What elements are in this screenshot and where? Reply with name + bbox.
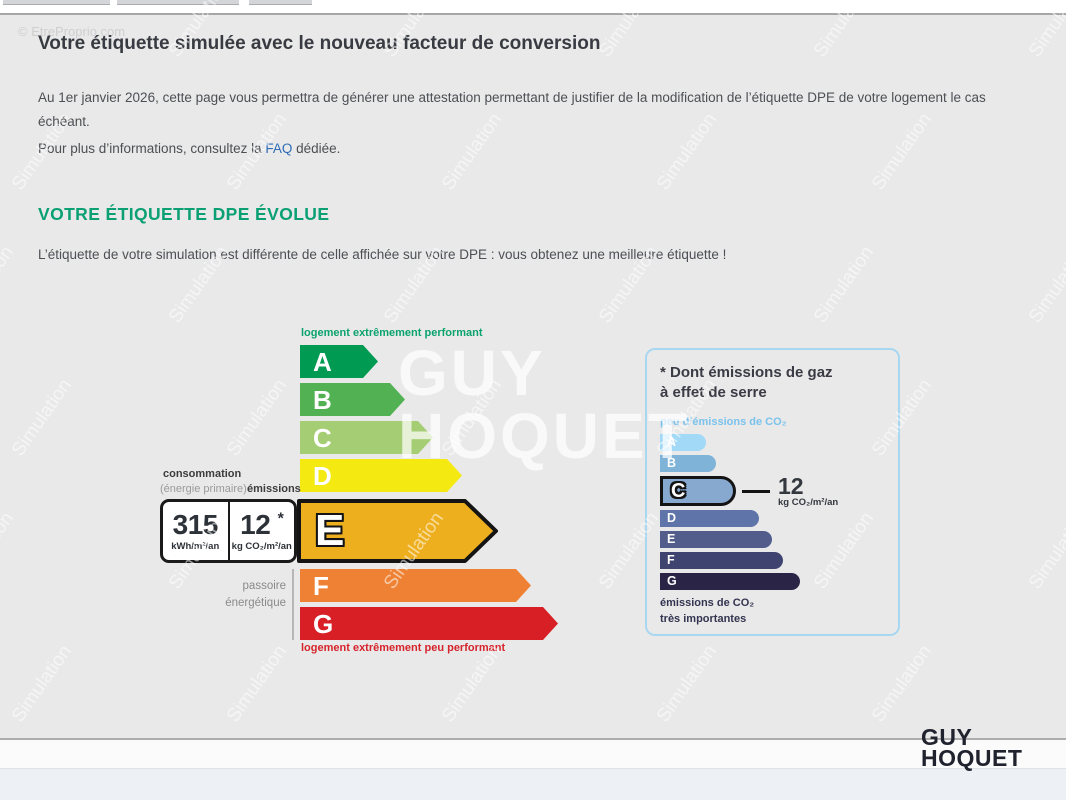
ges-class-letter: A — [667, 435, 677, 450]
ges-class-A: A — [660, 434, 706, 451]
page-title: Votre étiquette simulée avec le nouveau … — [38, 33, 601, 54]
dpe-values-box: 315 kWh/m²/an 12 * kg CO₂/m²/an — [160, 499, 297, 563]
faq-link[interactable]: FAQ — [265, 141, 293, 156]
dpe-class-B: B — [300, 383, 405, 416]
tab-remnant[interactable] — [117, 0, 239, 5]
co2-value: 12 * — [240, 508, 284, 540]
dpe-class-letter: F — [313, 570, 329, 601]
brand-logo: GUY HOQUET — [921, 724, 1023, 771]
dpe-active-letter: E — [315, 506, 345, 555]
ges-high-emissions-label1: émissions de CO₂ — [660, 597, 755, 609]
intro-text: Au 1er janvier 2026, cette page vous per… — [38, 90, 986, 129]
ges-high-emissions-label2: très importantes — [660, 613, 747, 625]
passoire-label: passoire énergétique — [198, 578, 286, 612]
faq-suffix: dédiée. — [292, 141, 341, 156]
ges-active-class-pill: C — [660, 476, 736, 506]
ges-low-emissions-label: peu d’émissions de CO₂ — [660, 416, 787, 428]
ges-callout-line — [742, 489, 770, 493]
dpe-class-A: A — [300, 345, 378, 378]
co2-star: * — [277, 510, 284, 528]
passoire-bracket-line — [292, 569, 294, 640]
consumption-label: consommation — [163, 468, 242, 480]
passoire-line2: énergétique — [225, 597, 286, 609]
passoire-line1: passoire — [242, 580, 286, 592]
ges-class-G: G — [660, 573, 800, 590]
ges-title-line1: * Dont émissions de gaz — [660, 364, 833, 381]
ges-class-letter: G — [667, 574, 677, 589]
energy-value-cell: 315 kWh/m²/an — [163, 502, 228, 560]
dpe-class-D: D — [300, 459, 462, 492]
ges-active-row: C 12 kg CO₂/m²/an — [660, 472, 839, 508]
ges-class-F: F — [660, 552, 783, 569]
dpe-class-letter: G — [313, 608, 334, 639]
dpe-class-letter: D — [313, 460, 332, 491]
dpe-class-G: G — [300, 607, 558, 640]
faq-prefix: Pour plus d’informations, consultez la — [38, 141, 266, 156]
ges-value-unit: kg CO₂/m²/an — [778, 496, 839, 508]
energy-value: 315 — [172, 508, 219, 540]
dpe-bottom-label: logement extrêmement peu performant — [301, 642, 506, 654]
tab-remnant[interactable] — [249, 0, 312, 5]
footer-background — [0, 768, 1066, 800]
section-heading: VOTRE ÉTIQUETTE DPE ÉVOLUE — [38, 204, 330, 224]
dpe-class-letter: A — [313, 346, 332, 377]
brand-logo-line2: HOQUET — [921, 745, 1023, 771]
energy-unit: kWh/m²/an — [171, 540, 220, 552]
tab-remnant[interactable] — [3, 0, 110, 5]
ges-class-D: D — [660, 510, 759, 527]
dpe-class-F: F — [300, 569, 531, 602]
dpe-class-letter: B — [313, 384, 332, 415]
consumption-sublabel: (énergie primaire) — [160, 483, 247, 495]
section-text: L’étiquette de votre simulation est diff… — [38, 247, 727, 262]
ges-active-letter: C — [671, 480, 686, 502]
faq-sentence: Pour plus d’informations, consultez la F… — [38, 141, 340, 156]
ges-box: * Dont émissions de gaz à effet de serre… — [645, 348, 900, 636]
ges-callout-value: 12 kg CO₂/m²/an — [778, 472, 839, 508]
dpe-class-letter: C — [313, 422, 332, 453]
emissions-label: émissions — [247, 483, 301, 495]
ges-class-letter: E — [667, 532, 676, 547]
ges-class-E: E — [660, 531, 772, 548]
ges-class-letter: B — [667, 456, 677, 471]
dpe-active-class-arrow: E — [297, 499, 498, 563]
ges-class-B: B — [660, 455, 716, 472]
ges-class-letter: D — [667, 511, 677, 526]
dpe-class-C: C — [300, 421, 433, 454]
ges-class-letter: F — [667, 553, 675, 568]
co2-value-cell: 12 * kg CO₂/m²/an — [230, 502, 295, 560]
bottom-white-strip — [0, 738, 1066, 768]
brand-logo-line1: GUY — [921, 724, 973, 750]
ges-value: 12 — [778, 472, 804, 499]
copyright-watermark: © EtreProprio.com — [18, 24, 126, 39]
ges-title-line2: à effet de serre — [660, 384, 767, 401]
dpe-active-arrow-shape — [297, 499, 498, 563]
co2-unit: kg CO₂/m²/an — [231, 540, 292, 552]
dpe-top-label: logement extrêmement performant — [301, 327, 483, 339]
values-divider — [227, 502, 230, 560]
